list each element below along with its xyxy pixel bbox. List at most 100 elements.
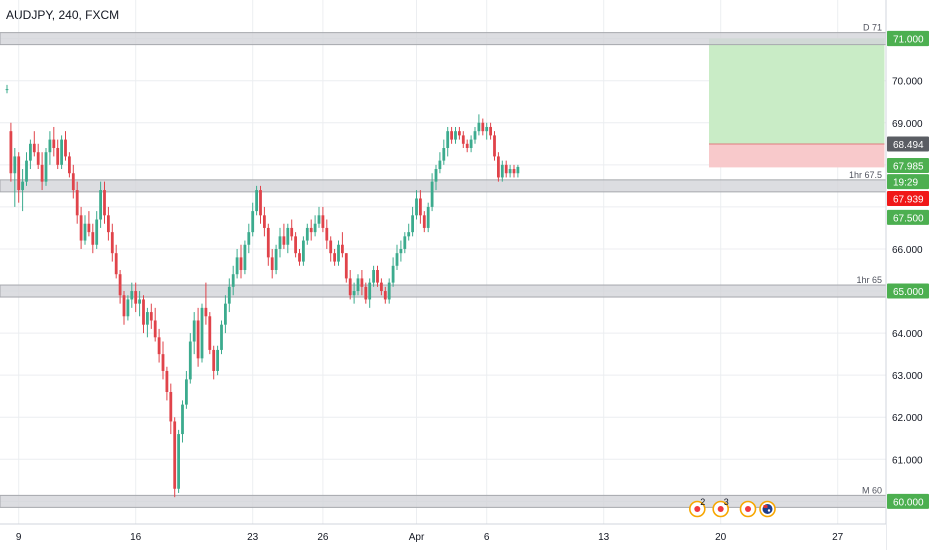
candle-body bbox=[274, 248, 278, 270]
candle bbox=[434, 164, 438, 191]
candle bbox=[450, 126, 453, 144]
candle-body bbox=[243, 244, 247, 270]
candle-body bbox=[169, 392, 173, 422]
candle-body bbox=[344, 253, 348, 279]
candle-body bbox=[516, 166, 520, 174]
candle bbox=[376, 265, 379, 287]
candle-body bbox=[294, 236, 297, 254]
candle bbox=[103, 181, 106, 224]
candle-body bbox=[177, 434, 180, 489]
candle bbox=[399, 240, 403, 262]
candle bbox=[290, 219, 294, 241]
candle-body bbox=[500, 164, 504, 178]
x-tick-label: 16 bbox=[130, 532, 142, 543]
candle bbox=[430, 173, 434, 212]
candle bbox=[419, 190, 422, 224]
candle-body bbox=[235, 257, 239, 275]
candle bbox=[422, 211, 426, 233]
candle-body bbox=[263, 215, 266, 228]
candle-body bbox=[259, 190, 262, 216]
candle-body bbox=[380, 282, 383, 292]
price-label: 71.000 bbox=[887, 31, 929, 47]
candle bbox=[185, 370, 188, 409]
candle-body bbox=[208, 316, 212, 350]
x-tick-label: 27 bbox=[832, 532, 844, 543]
candle-body bbox=[185, 379, 188, 405]
price-label-bg bbox=[887, 190, 929, 206]
candle bbox=[36, 143, 40, 170]
price-label-text: 71.000 bbox=[893, 35, 924, 46]
candle-body bbox=[481, 122, 485, 132]
candle bbox=[157, 328, 161, 363]
candle-body bbox=[489, 126, 492, 136]
candle-body bbox=[352, 291, 356, 296]
candle bbox=[415, 190, 418, 220]
candle bbox=[305, 223, 309, 245]
candle-body bbox=[422, 215, 426, 228]
candle-body bbox=[333, 253, 336, 262]
candle-body bbox=[75, 190, 79, 216]
x-tick-label: 20 bbox=[715, 532, 727, 543]
candle-body bbox=[368, 282, 372, 300]
candle bbox=[380, 278, 383, 296]
candle-body bbox=[5, 89, 9, 91]
candle-body bbox=[107, 215, 110, 233]
candle-body bbox=[227, 286, 231, 304]
candle-body bbox=[114, 253, 118, 275]
candle-body bbox=[52, 139, 56, 148]
candle-body bbox=[134, 291, 138, 304]
candle bbox=[270, 248, 274, 279]
price-axis-bg bbox=[886, 0, 932, 550]
candle-body bbox=[32, 143, 36, 153]
candle-body bbox=[298, 253, 301, 262]
candle-body bbox=[337, 244, 340, 262]
candle-body bbox=[220, 324, 223, 350]
candle-body bbox=[278, 236, 282, 249]
candle bbox=[75, 181, 79, 224]
candle bbox=[107, 206, 110, 241]
y-tick-label: 66.000 bbox=[892, 245, 923, 256]
candle bbox=[461, 131, 465, 148]
candles bbox=[5, 84, 520, 498]
candle-body bbox=[149, 312, 153, 321]
candle-body bbox=[239, 257, 243, 270]
candle-body bbox=[188, 341, 192, 380]
candle bbox=[181, 400, 184, 443]
zone-label: 1hr 65 bbox=[856, 275, 882, 285]
candle-body bbox=[430, 181, 434, 207]
y-tick-label: 64.000 bbox=[892, 329, 923, 340]
candle bbox=[266, 223, 270, 266]
candle bbox=[79, 206, 83, 249]
candle-body bbox=[508, 169, 512, 174]
candle bbox=[110, 223, 114, 262]
price-label: 67.939 bbox=[887, 190, 929, 206]
candle bbox=[446, 126, 450, 157]
candle bbox=[25, 152, 28, 186]
price-label-text: 67.939 bbox=[893, 194, 924, 205]
candle bbox=[387, 278, 391, 304]
candle bbox=[504, 160, 508, 178]
x-tick-label: 6 bbox=[484, 532, 490, 543]
price-label-bg bbox=[887, 209, 929, 225]
candle-body bbox=[376, 270, 379, 283]
candle-body bbox=[302, 240, 305, 262]
zone-band bbox=[0, 32, 887, 46]
candle bbox=[333, 248, 336, 266]
zone-0: D 71 bbox=[0, 23, 887, 46]
y-tick-label: 70.000 bbox=[892, 77, 923, 88]
candle bbox=[302, 236, 305, 266]
candle-body bbox=[305, 227, 309, 241]
price-label: 67.500 bbox=[887, 209, 929, 225]
candle bbox=[142, 295, 145, 334]
candle-body bbox=[71, 173, 75, 191]
candle-body bbox=[317, 215, 321, 224]
candle-body bbox=[419, 198, 422, 216]
candle bbox=[212, 345, 216, 380]
event-count: 2 bbox=[700, 497, 705, 507]
y-tick-label: 62.000 bbox=[892, 413, 923, 424]
zone-label: M 60 bbox=[862, 485, 882, 495]
candle-body bbox=[438, 160, 442, 170]
candle-body bbox=[286, 227, 290, 245]
price-label: 19:29 bbox=[887, 174, 929, 190]
